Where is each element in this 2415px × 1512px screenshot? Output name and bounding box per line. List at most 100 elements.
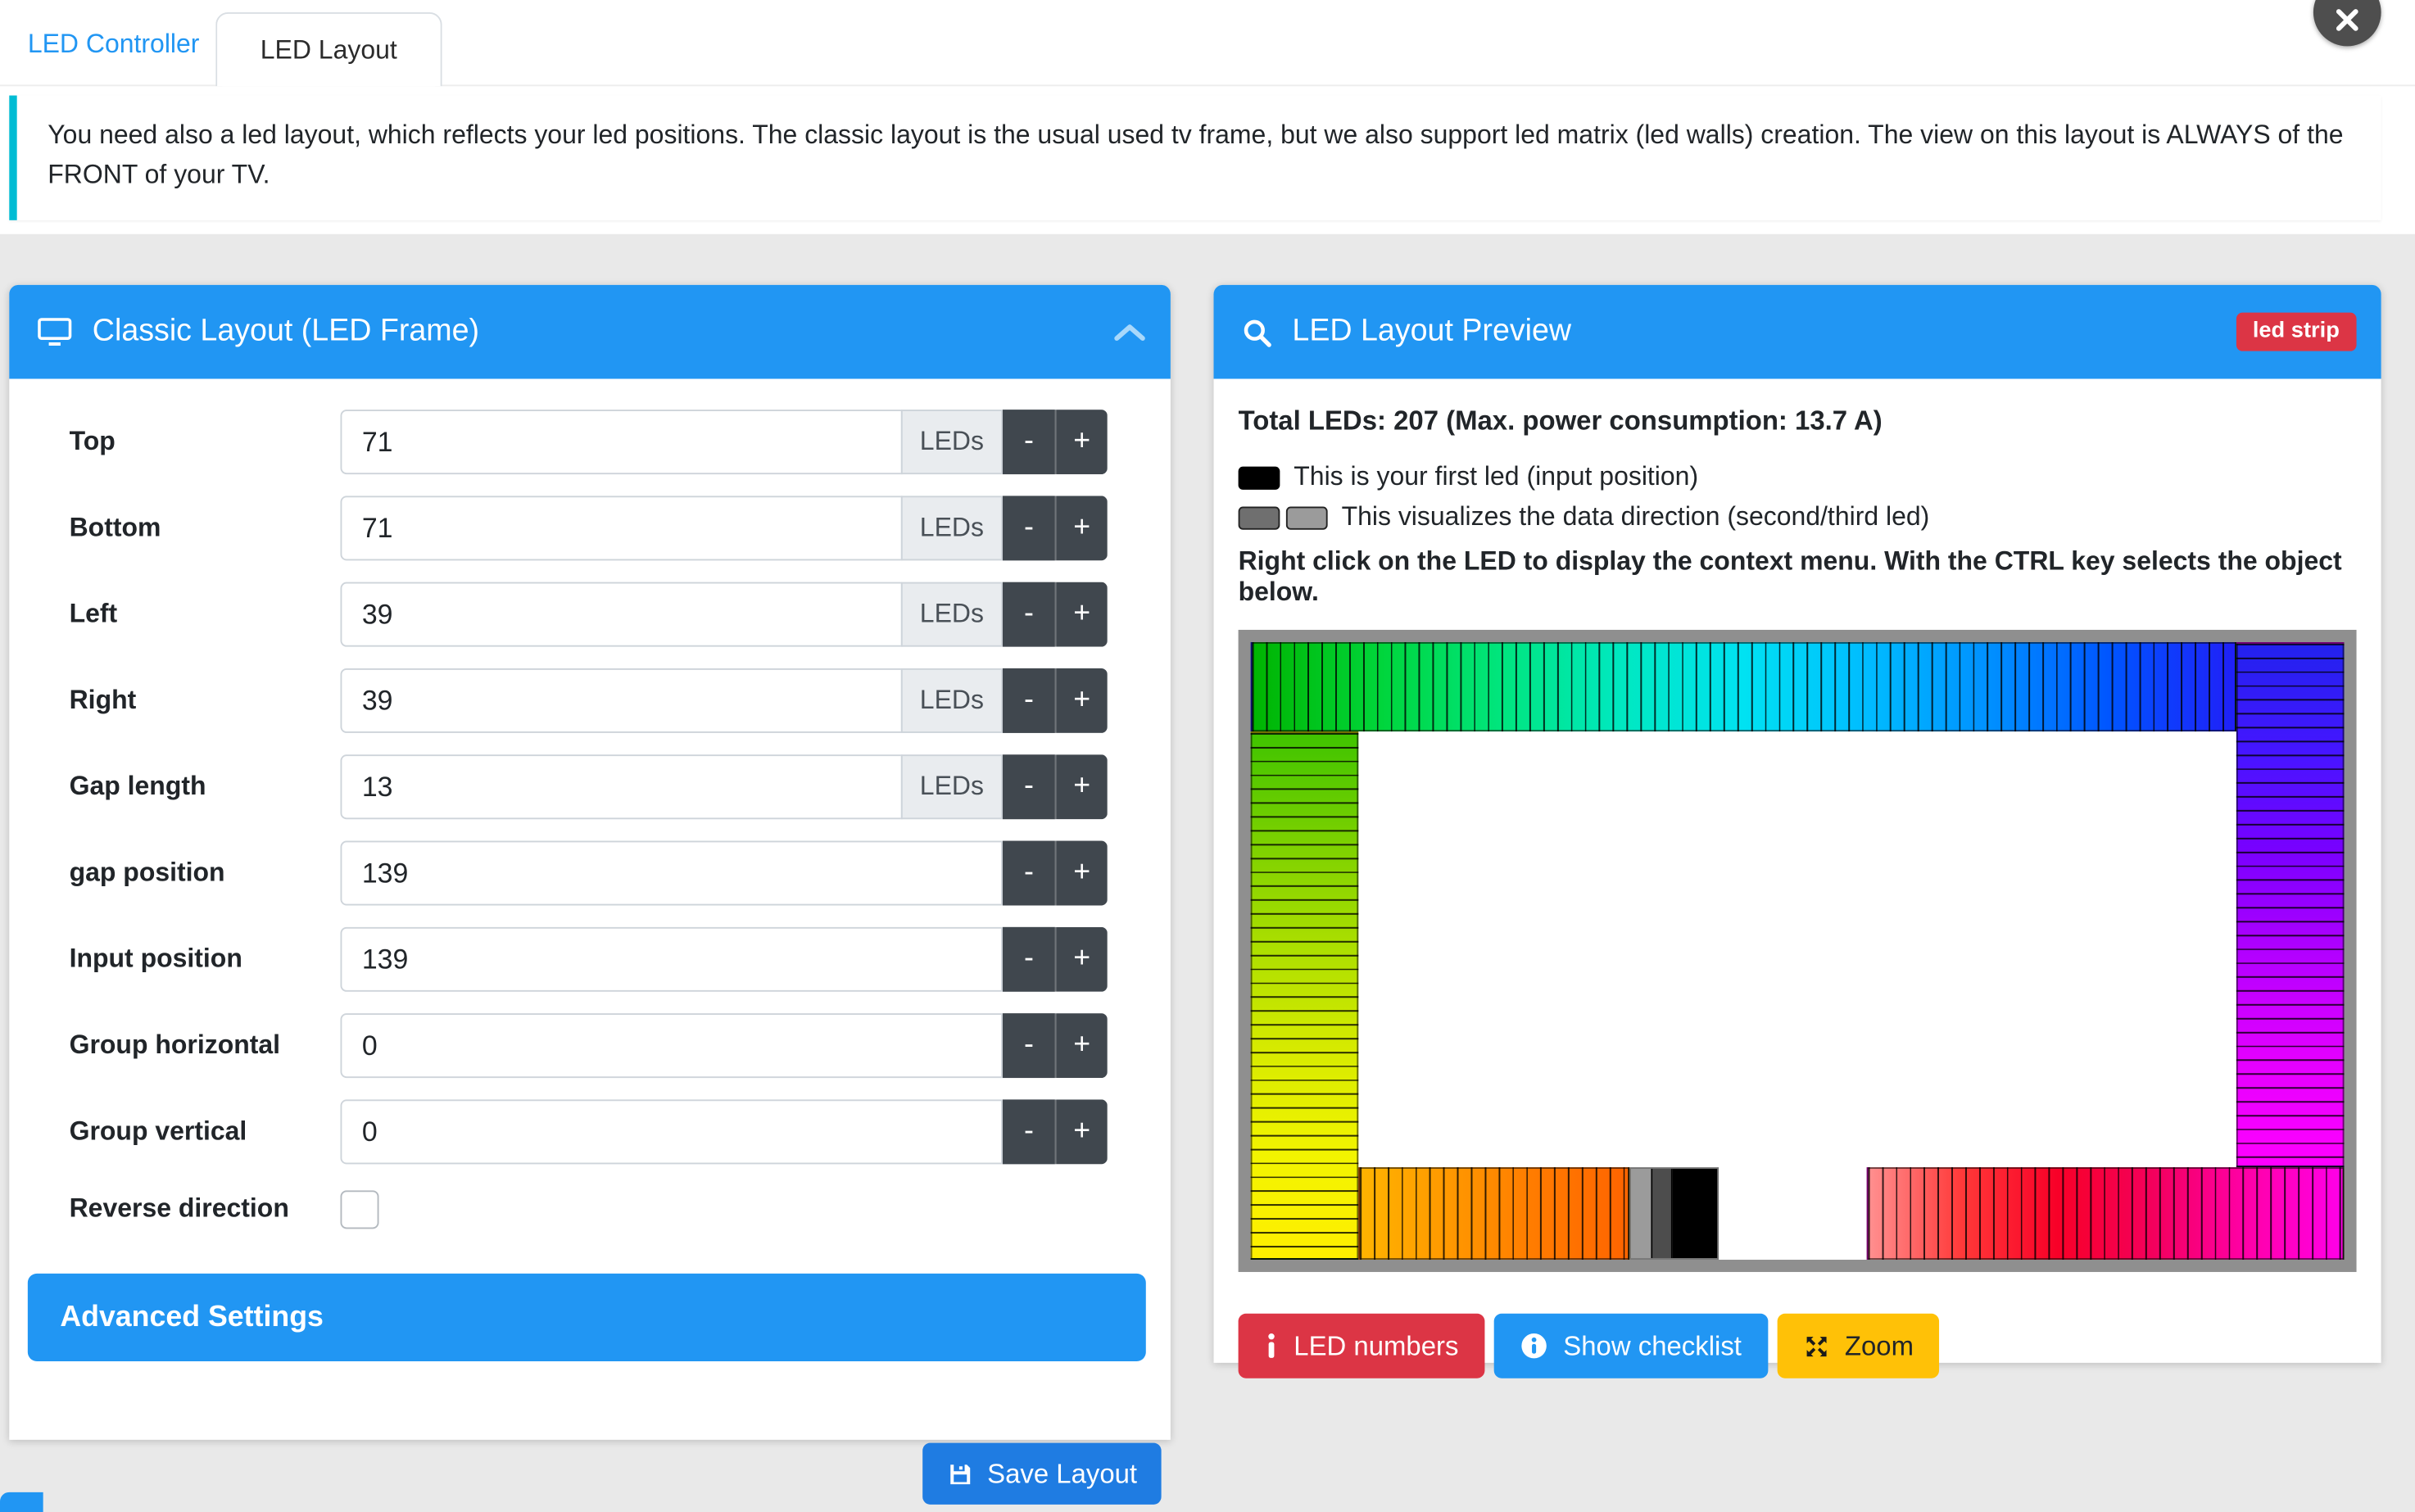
- info-banner: You need also a led layout, which reflec…: [9, 95, 2381, 220]
- increment-right[interactable]: +: [1054, 668, 1108, 733]
- input-group-gap-position: -+: [340, 840, 1108, 906]
- advanced-settings-header[interactable]: Advanced Settings: [27, 1273, 1146, 1362]
- led-strip-bottom-left[interactable]: [1358, 1167, 1630, 1260]
- field-label-gap-position: gap position: [69, 858, 225, 887]
- reverse-direction-checkbox[interactable]: [340, 1189, 379, 1229]
- addon-right: LEDs: [900, 668, 1003, 733]
- increment-group-vertical[interactable]: +: [1054, 1099, 1108, 1165]
- info-icon: [1268, 1333, 1275, 1358]
- form-row-top: Top LEDs-+: [9, 410, 1171, 475]
- led-strip-bottom-right[interactable]: [1866, 1167, 2345, 1260]
- third-led-swatch: [1285, 505, 1328, 529]
- info-text: You need also a led layout, which reflec…: [48, 120, 2344, 190]
- form-row-gap-length: Gap length LEDs-+: [9, 754, 1171, 820]
- input-bottom[interactable]: [340, 496, 903, 561]
- preview-actions: LED numbers Show checklist Zoom: [1238, 1313, 2357, 1378]
- legend-first-led: This is your first led (input position): [1238, 462, 2357, 493]
- total-leds-text: Total LEDs: 207 (Max. power consumption:…: [1238, 405, 1883, 437]
- decrement-gap-position[interactable]: -: [1002, 840, 1055, 906]
- led-strip-left[interactable]: [1250, 731, 1359, 1260]
- save-icon: [950, 1464, 971, 1484]
- led-preview-panel: LED Layout Preview led strip Total LEDs:…: [1213, 284, 2381, 1378]
- layout-form: TopLEDs-+ BottomLEDs-+ LeftLEDs-+ Right LEDs…: [9, 379, 1171, 1165]
- led-preview-canvas[interactable]: [1238, 629, 2357, 1272]
- increment-group-horizontal[interactable]: +: [1054, 1013, 1108, 1079]
- input-group-group-horizontal: -+: [340, 1013, 1108, 1079]
- led-numbers-button[interactable]: LED numbers: [1238, 1313, 1485, 1378]
- led-cell-second[interactable]: [1652, 1168, 1673, 1259]
- led-input-position-cells[interactable]: [1629, 1167, 1719, 1260]
- decrement-bottom[interactable]: -: [1002, 496, 1055, 561]
- increment-gap-length[interactable]: +: [1054, 754, 1108, 820]
- decrement-input-position[interactable]: -: [1002, 926, 1055, 992]
- decrement-top[interactable]: -: [1002, 410, 1055, 475]
- decrement-left[interactable]: -: [1002, 582, 1055, 647]
- expand-arrows-icon: [1806, 1336, 1827, 1356]
- led-cell-first-input[interactable]: [1672, 1168, 1718, 1259]
- classic-layout-header[interactable]: Classic Layout (LED Frame): [9, 284, 1171, 379]
- field-label-group-horizontal: Group horizontal: [69, 1030, 281, 1060]
- zoom-button[interactable]: Zoom: [1777, 1313, 1940, 1378]
- input-left[interactable]: [340, 582, 903, 647]
- input-group-gap-length: LEDs-+: [340, 754, 1108, 820]
- classic-layout-panel: Classic Layout (LED Frame) TopLEDs-+ Bott…: [9, 284, 1171, 1440]
- form-row-left: Left LEDs-+: [9, 582, 1171, 647]
- first-led-swatch: [1238, 465, 1280, 489]
- field-label-right: Right: [69, 685, 137, 715]
- tab-led-layout[interactable]: LED Layout: [215, 12, 442, 87]
- led-preview-title: LED Layout Preview: [1292, 314, 1572, 348]
- second-led-swatch: [1238, 505, 1280, 529]
- next-panel-header-edge[interactable]: [0, 1492, 43, 1512]
- field-label-input-position: Input position: [69, 944, 242, 974]
- tab-led-controller[interactable]: LED Controller: [27, 29, 200, 59]
- decrement-gap-length[interactable]: -: [1002, 754, 1055, 820]
- save-layout-label: Save Layout: [987, 1457, 1138, 1489]
- led-strip-bottom[interactable]: [1358, 1167, 2345, 1260]
- decrement-right[interactable]: -: [1002, 668, 1055, 733]
- led-cell-third[interactable]: [1631, 1168, 1652, 1259]
- search-icon: [1244, 319, 1271, 346]
- input-group-right: LEDs-+: [340, 668, 1108, 733]
- led-strip-badge: led strip: [2236, 311, 2357, 352]
- form-row-reverse-direction: Reverse direction: [9, 1186, 1171, 1232]
- field-label-group-vertical: Group vertical: [69, 1116, 247, 1146]
- increment-top[interactable]: +: [1054, 410, 1108, 475]
- led-strip-right[interactable]: [2236, 642, 2345, 1168]
- input-group-horizontal[interactable]: [340, 1013, 1003, 1079]
- led-gap: [1719, 1167, 1867, 1260]
- addon-left: LEDs: [900, 582, 1003, 647]
- tab-bar: LED Controller LED Layout: [0, 0, 2415, 87]
- legend-first-text: This is your first led (input position): [1294, 462, 1699, 491]
- field-label-gap-length: Gap length: [69, 771, 206, 801]
- show-checklist-button[interactable]: Show checklist: [1493, 1313, 1768, 1378]
- close-icon: [2336, 9, 2358, 31]
- monitor-icon: [38, 318, 72, 346]
- increment-gap-position[interactable]: +: [1054, 840, 1108, 906]
- input-group-group-vertical: -+: [340, 1099, 1108, 1165]
- preview-body: Total LEDs: 207 (Max. power consumption:…: [1214, 379, 2381, 1378]
- input-group-vertical[interactable]: [340, 1099, 1003, 1165]
- context-menu-hint: Right click on the LED to display the co…: [1238, 546, 2342, 607]
- led-strip-top[interactable]: [1250, 642, 2236, 732]
- input-group-left: LEDs-+: [340, 582, 1108, 647]
- decrement-group-horizontal[interactable]: -: [1002, 1013, 1055, 1079]
- increment-left[interactable]: +: [1054, 582, 1108, 647]
- info-circle-icon: [1521, 1333, 1547, 1359]
- decrement-group-vertical[interactable]: -: [1002, 1099, 1055, 1165]
- chevron-up-icon[interactable]: [1113, 322, 1145, 342]
- addon-bottom: LEDs: [900, 496, 1003, 561]
- increment-bottom[interactable]: +: [1054, 496, 1108, 561]
- input-group-top: LEDs-+: [340, 410, 1108, 475]
- form-row-bottom: Bottom LEDs-+: [9, 496, 1171, 561]
- input-top[interactable]: [340, 410, 903, 475]
- input-gap-length[interactable]: [340, 754, 903, 820]
- form-row-group-vertical: Group vertical -+: [9, 1099, 1171, 1165]
- input-input-position[interactable]: [340, 926, 1003, 992]
- input-gap-position[interactable]: [340, 840, 1003, 906]
- addon-top: LEDs: [900, 410, 1003, 475]
- advanced-settings-label: Advanced Settings: [60, 1300, 324, 1333]
- save-layout-button[interactable]: Save Layout: [922, 1442, 1162, 1505]
- input-group-bottom: LEDs-+: [340, 496, 1108, 561]
- increment-input-position[interactable]: +: [1054, 926, 1108, 992]
- input-right[interactable]: [340, 668, 903, 733]
